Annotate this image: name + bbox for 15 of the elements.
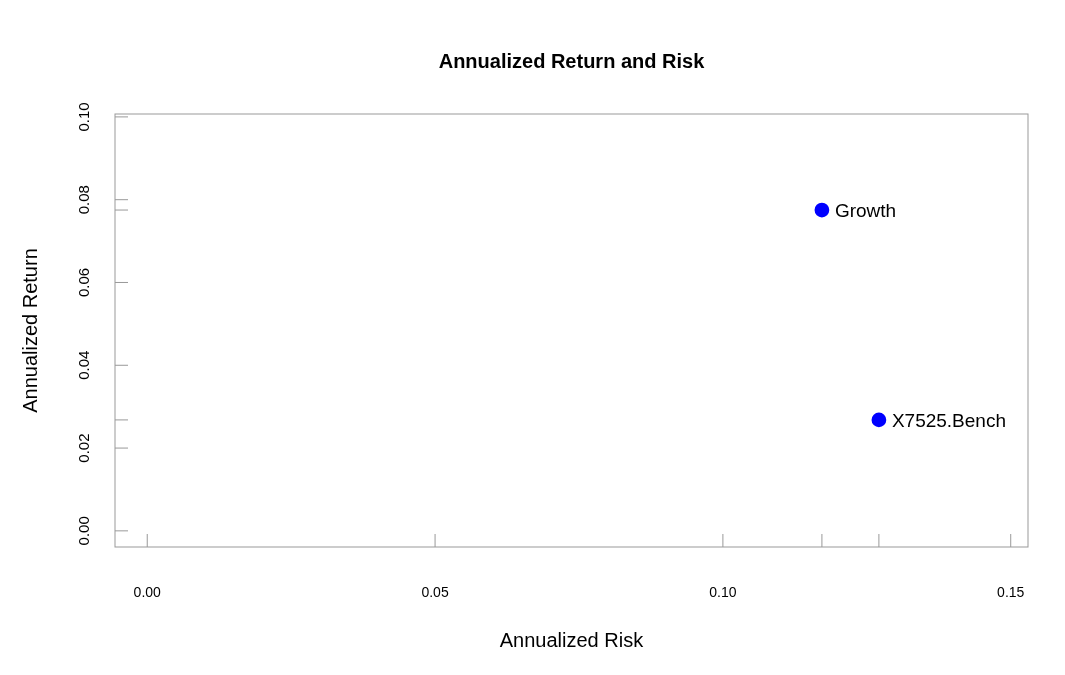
x-tick-label: 0.10 — [709, 584, 737, 600]
y-tick-label: 0.00 — [75, 516, 92, 546]
x-axis-title: Annualized Risk — [499, 629, 645, 651]
y-tick-label: 0.02 — [75, 433, 92, 463]
series-label: X7525.Bench — [891, 409, 1006, 431]
y-tick-label: 0.04 — [75, 350, 92, 380]
x-tick-label: 0.15 — [997, 584, 1025, 600]
x-tick-label: 0.00 — [133, 584, 162, 600]
series-label: Growth — [834, 200, 897, 222]
y-axis-title: Annualized Return — [19, 248, 41, 413]
y-tick-label: 0.08 — [75, 185, 92, 215]
y-tick-label: 0.10 — [75, 102, 92, 132]
y-tick-label: 0.06 — [75, 267, 92, 298]
chart-title: Annualized Return and Risk — [438, 50, 706, 72]
x-tick-label: 0.05 — [421, 584, 449, 600]
